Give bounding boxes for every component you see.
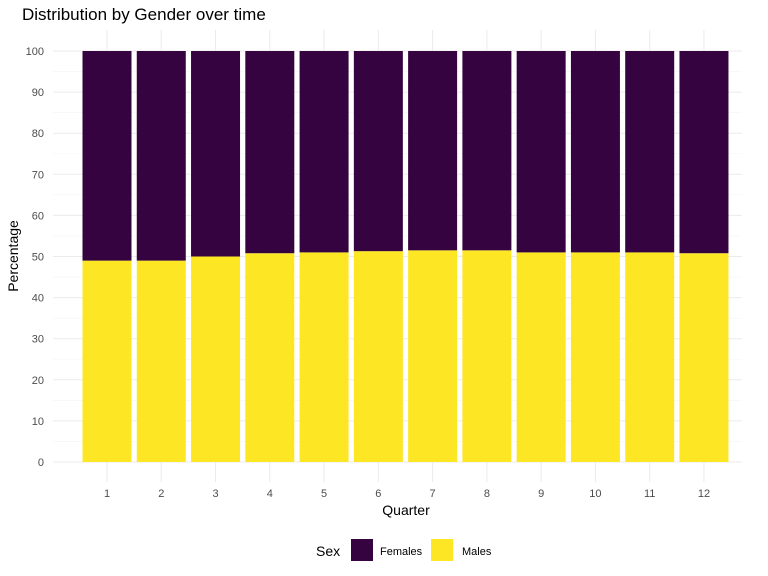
y-tick-label: 100 bbox=[26, 46, 44, 58]
bar-females-q7 bbox=[408, 51, 458, 251]
bar-males-q3 bbox=[191, 256, 241, 462]
x-axis-title: Quarter bbox=[382, 502, 430, 518]
bar-males-q2 bbox=[136, 260, 186, 462]
bars bbox=[82, 51, 729, 462]
y-tick-label: 70 bbox=[32, 169, 44, 181]
y-axis: 0 10 20 30 40 50 60 70 80 90 100 bbox=[26, 46, 44, 469]
x-tick-label: 7 bbox=[430, 488, 436, 500]
y-tick-label: 90 bbox=[32, 87, 44, 99]
bar-females-q9 bbox=[516, 51, 566, 253]
y-axis-title: Percentage bbox=[5, 220, 21, 292]
bar-females-q8 bbox=[462, 51, 512, 251]
x-tick-label: 5 bbox=[321, 488, 327, 500]
bar-females-q2 bbox=[136, 51, 186, 261]
bar-females-q6 bbox=[353, 51, 403, 252]
bar-males-q11 bbox=[625, 252, 675, 462]
bar-females-q10 bbox=[570, 51, 620, 253]
bar-females-q12 bbox=[679, 51, 729, 254]
bar-males-q12 bbox=[679, 253, 729, 462]
x-tick-label: 12 bbox=[698, 488, 710, 500]
y-tick-label: 60 bbox=[32, 210, 44, 222]
y-tick-label: 80 bbox=[32, 128, 44, 140]
x-tick-label: 1 bbox=[104, 488, 110, 500]
chart-title: Distribution by Gender over time bbox=[22, 5, 266, 24]
y-tick-label: 30 bbox=[32, 334, 44, 346]
x-tick-label: 11 bbox=[644, 488, 655, 500]
x-tick-label: 2 bbox=[158, 488, 164, 500]
x-tick-label: 4 bbox=[267, 488, 273, 500]
bar-males-q10 bbox=[570, 252, 620, 462]
y-tick-label: 50 bbox=[32, 252, 44, 264]
legend: Sex Females Males bbox=[316, 539, 492, 561]
y-tick-label: 10 bbox=[32, 416, 44, 428]
bar-males-q1 bbox=[82, 260, 132, 462]
legend-label-males: Males bbox=[462, 546, 492, 558]
x-tick-label: 3 bbox=[212, 488, 218, 500]
legend-key-females bbox=[351, 539, 373, 561]
y-tick-label: 20 bbox=[32, 375, 44, 387]
bar-males-q7 bbox=[408, 250, 458, 462]
bar-males-q9 bbox=[516, 252, 566, 462]
x-axis: 1 2 3 4 5 6 7 8 9 10 11 12 bbox=[104, 488, 710, 500]
x-tick-label: 10 bbox=[589, 488, 601, 500]
legend-title: Sex bbox=[316, 543, 340, 559]
bar-females-q1 bbox=[82, 51, 132, 261]
bar-females-q5 bbox=[299, 51, 349, 253]
bar-females-q11 bbox=[625, 51, 675, 253]
bar-males-q4 bbox=[245, 253, 295, 462]
bar-females-q3 bbox=[191, 51, 241, 257]
x-tick-label: 9 bbox=[538, 488, 544, 500]
legend-label-females: Females bbox=[380, 546, 423, 558]
x-tick-label: 8 bbox=[484, 488, 490, 500]
x-tick-label: 6 bbox=[375, 488, 381, 500]
bar-females-q4 bbox=[245, 51, 295, 254]
y-tick-label: 0 bbox=[38, 457, 44, 469]
bar-males-q5 bbox=[299, 252, 349, 462]
bar-males-q8 bbox=[462, 250, 512, 462]
legend-key-males bbox=[431, 539, 453, 561]
y-tick-label: 40 bbox=[32, 293, 44, 305]
bar-males-q6 bbox=[353, 251, 403, 462]
